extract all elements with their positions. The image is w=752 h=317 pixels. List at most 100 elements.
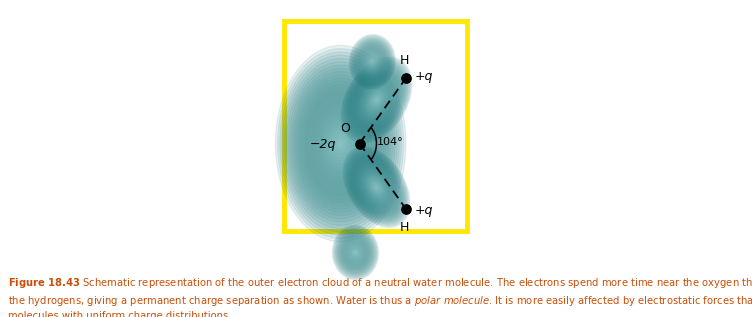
Ellipse shape	[333, 226, 378, 279]
Ellipse shape	[371, 60, 374, 64]
Ellipse shape	[328, 124, 353, 163]
Ellipse shape	[355, 74, 398, 126]
Ellipse shape	[282, 55, 399, 232]
Ellipse shape	[346, 242, 365, 263]
Ellipse shape	[308, 94, 373, 193]
FancyBboxPatch shape	[284, 21, 467, 231]
Ellipse shape	[362, 49, 383, 74]
Ellipse shape	[348, 244, 362, 261]
Ellipse shape	[350, 68, 402, 132]
Ellipse shape	[353, 159, 400, 215]
Ellipse shape	[359, 167, 393, 207]
Ellipse shape	[360, 80, 393, 120]
Ellipse shape	[343, 238, 368, 267]
Ellipse shape	[280, 52, 402, 235]
Ellipse shape	[350, 36, 394, 87]
Ellipse shape	[310, 98, 371, 189]
Ellipse shape	[335, 229, 375, 276]
Ellipse shape	[344, 60, 409, 140]
Ellipse shape	[361, 48, 384, 75]
Ellipse shape	[371, 61, 373, 63]
Text: $\bf{Figure\ 18.43}$ Schematic representation of the outer electron cloud of a n: $\bf{Figure\ 18.43}$ Schematic represent…	[8, 276, 752, 317]
Ellipse shape	[368, 90, 385, 110]
Text: O: O	[340, 122, 350, 135]
Ellipse shape	[339, 234, 371, 272]
Ellipse shape	[353, 40, 391, 84]
Ellipse shape	[344, 240, 366, 265]
Ellipse shape	[368, 56, 377, 67]
Ellipse shape	[323, 117, 358, 170]
Ellipse shape	[356, 42, 389, 81]
Ellipse shape	[290, 68, 391, 219]
Ellipse shape	[349, 245, 362, 260]
Ellipse shape	[356, 75, 396, 124]
Ellipse shape	[351, 156, 402, 218]
Ellipse shape	[342, 58, 411, 141]
Ellipse shape	[317, 107, 365, 179]
Ellipse shape	[371, 180, 382, 194]
Ellipse shape	[365, 53, 380, 71]
Ellipse shape	[353, 39, 392, 85]
Ellipse shape	[374, 184, 379, 190]
Text: +q: +q	[414, 70, 433, 83]
Ellipse shape	[321, 114, 360, 173]
Ellipse shape	[359, 46, 385, 77]
Ellipse shape	[348, 66, 405, 134]
Ellipse shape	[357, 43, 387, 80]
Ellipse shape	[295, 75, 387, 212]
Ellipse shape	[349, 153, 404, 221]
Ellipse shape	[375, 99, 378, 101]
Ellipse shape	[350, 247, 360, 258]
Ellipse shape	[359, 45, 386, 78]
Ellipse shape	[336, 137, 345, 150]
Ellipse shape	[351, 37, 393, 86]
Ellipse shape	[347, 151, 406, 223]
Ellipse shape	[373, 183, 380, 191]
Ellipse shape	[361, 168, 392, 206]
Ellipse shape	[297, 78, 384, 209]
Ellipse shape	[277, 49, 404, 238]
Ellipse shape	[352, 38, 393, 86]
Ellipse shape	[332, 225, 378, 280]
Ellipse shape	[358, 164, 396, 210]
Text: 104°: 104°	[377, 137, 404, 147]
Ellipse shape	[352, 158, 401, 217]
Ellipse shape	[347, 243, 364, 262]
Ellipse shape	[356, 163, 396, 211]
Ellipse shape	[368, 177, 385, 198]
Ellipse shape	[370, 59, 374, 64]
Ellipse shape	[345, 150, 408, 225]
Ellipse shape	[341, 235, 370, 270]
Ellipse shape	[289, 65, 393, 222]
Ellipse shape	[306, 91, 375, 196]
Ellipse shape	[363, 171, 390, 203]
Ellipse shape	[364, 172, 389, 202]
Ellipse shape	[367, 55, 378, 68]
Ellipse shape	[364, 52, 381, 72]
Ellipse shape	[319, 111, 362, 176]
Ellipse shape	[369, 91, 384, 108]
Point	[353, 141, 365, 146]
Ellipse shape	[344, 239, 367, 266]
Ellipse shape	[371, 93, 382, 107]
Ellipse shape	[353, 71, 400, 129]
Ellipse shape	[344, 61, 408, 139]
Ellipse shape	[370, 179, 383, 195]
Ellipse shape	[355, 42, 390, 82]
Ellipse shape	[299, 81, 382, 206]
Ellipse shape	[355, 252, 356, 254]
Ellipse shape	[342, 237, 368, 268]
Ellipse shape	[350, 155, 403, 219]
Ellipse shape	[362, 170, 391, 204]
Ellipse shape	[341, 236, 369, 269]
Ellipse shape	[353, 250, 358, 255]
Ellipse shape	[338, 233, 372, 273]
Ellipse shape	[359, 78, 394, 121]
Ellipse shape	[304, 88, 378, 199]
Ellipse shape	[336, 230, 374, 275]
Ellipse shape	[345, 241, 365, 264]
Ellipse shape	[365, 54, 379, 70]
Ellipse shape	[287, 62, 395, 225]
Ellipse shape	[366, 55, 378, 69]
Ellipse shape	[350, 35, 395, 88]
